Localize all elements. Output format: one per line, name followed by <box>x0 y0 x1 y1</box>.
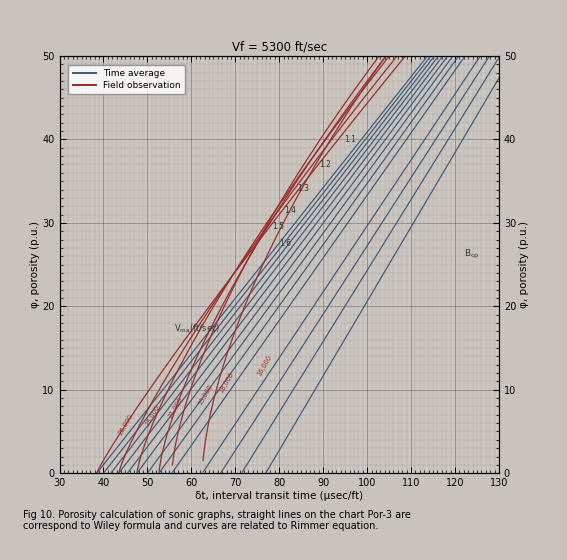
Text: 1.2: 1.2 <box>320 160 331 169</box>
Text: 21,000: 21,000 <box>168 396 184 419</box>
Y-axis label: φ, porosity (p.u.): φ, porosity (p.u.) <box>29 221 40 308</box>
Text: 1.4: 1.4 <box>284 206 296 216</box>
Text: 1.3: 1.3 <box>297 184 309 193</box>
Text: V$_{\rm ma}$(ft/sec): V$_{\rm ma}$(ft/sec) <box>174 323 220 335</box>
Text: 19,000: 19,000 <box>197 384 214 407</box>
Text: Fig 10. Porosity calculation of sonic graphs, straight lines on the chart Por-3 : Fig 10. Porosity calculation of sonic gr… <box>23 510 411 531</box>
Text: B$_{\rm cp}$: B$_{\rm cp}$ <box>464 248 479 261</box>
Y-axis label: φ, porosity (p.u.): φ, porosity (p.u.) <box>519 221 529 308</box>
Text: 23,000: 23,000 <box>145 404 161 427</box>
Text: 1.6: 1.6 <box>280 239 291 248</box>
Text: 18,000: 18,000 <box>218 371 235 394</box>
Text: 16,000: 16,000 <box>256 354 273 377</box>
Text: 1.5: 1.5 <box>272 222 285 231</box>
Text: 26,000: 26,000 <box>117 413 134 436</box>
Text: 1.1: 1.1 <box>345 135 357 144</box>
Legend: Time average, Field observation: Time average, Field observation <box>69 65 185 95</box>
X-axis label: δt, interval transit time (μsec/ft): δt, interval transit time (μsec/ft) <box>195 491 363 501</box>
Title: Vf = 5300 ft/sec: Vf = 5300 ft/sec <box>232 40 327 53</box>
